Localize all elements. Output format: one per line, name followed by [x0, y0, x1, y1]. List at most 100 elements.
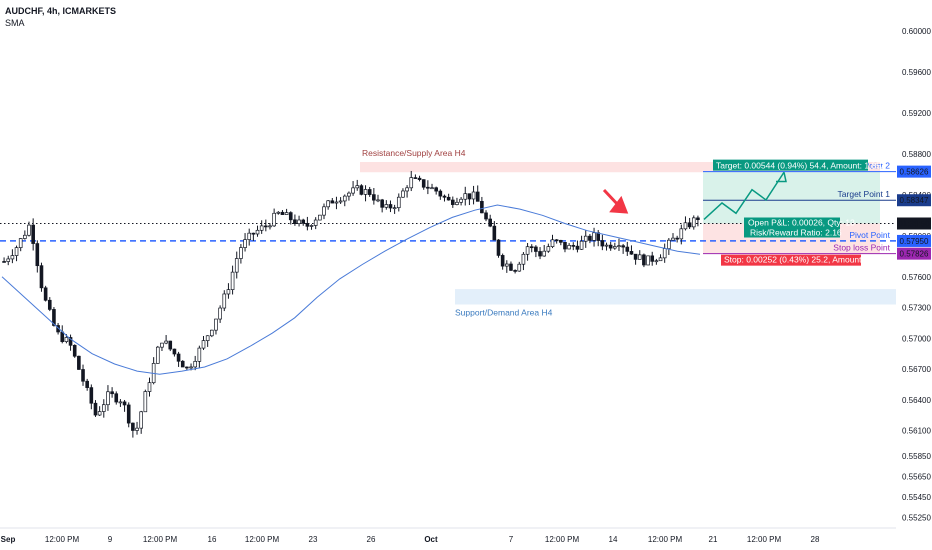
candle-body: [359, 185, 364, 195]
candle-body: [372, 194, 376, 201]
candle-body: [139, 411, 143, 429]
candle-body: [521, 253, 526, 265]
stop-info-text: Stop: 0.00252 (0.43%) 25.2, Amount: 950: [724, 255, 881, 265]
candle-body: [355, 185, 360, 189]
candle-body: [396, 196, 401, 209]
candle-body: [621, 245, 625, 248]
candle-body: [39, 265, 44, 289]
candle-body: [633, 253, 638, 260]
x-tick-label: 7: [509, 535, 514, 544]
candle-body: [143, 391, 148, 413]
sma-line: [1, 204, 701, 375]
candle-body: [376, 199, 380, 202]
candle-body: [534, 246, 538, 252]
y-tick-label: 0.55850: [902, 452, 931, 461]
candle-body: [276, 211, 281, 214]
x-tick-label: 16: [208, 535, 217, 544]
candle-body: [409, 177, 414, 189]
candle-body: [571, 245, 576, 247]
candle-body: [438, 190, 443, 197]
candle-body: [691, 217, 696, 228]
candle-body: [687, 222, 692, 228]
candle-body: [280, 211, 285, 215]
candle-body: [617, 245, 621, 248]
candle-body: [131, 422, 135, 431]
candle-body: [646, 255, 650, 266]
candle-body: [421, 179, 426, 188]
y-tick-label: 0.57000: [902, 334, 931, 343]
x-tick-label: 12:00 PM: [545, 535, 580, 544]
candle-body: [459, 198, 463, 203]
candle-body: [392, 207, 397, 210]
candle-body: [675, 237, 679, 240]
level-name-label: Stop loss Point: [833, 243, 890, 253]
candle-body: [118, 401, 123, 404]
candle-body: [492, 225, 497, 241]
candle-body: [122, 401, 127, 406]
y-tick-label: 0.55250: [902, 514, 931, 523]
x-tick-label: 12:00 PM: [45, 535, 80, 544]
x-tick-label: 14: [609, 535, 618, 544]
candle-body: [342, 195, 347, 202]
candle-body: [272, 212, 276, 227]
candle-body: [205, 335, 210, 341]
candle-body: [334, 201, 339, 204]
target-box: [703, 171, 880, 224]
candle-body: [313, 219, 318, 226]
x-tick-label: 23: [309, 535, 318, 544]
price-tag-label: 0.57826: [900, 250, 929, 259]
candle-body: [14, 247, 19, 256]
candle-body: [268, 225, 272, 228]
candle-body: [583, 235, 588, 242]
candle-body: [93, 402, 98, 416]
candle-body: [667, 239, 671, 249]
candle-body: [384, 204, 389, 208]
stop-info-box: [721, 254, 861, 266]
candle-body: [467, 193, 472, 200]
candle-body: [189, 366, 193, 369]
candle-body: [554, 239, 559, 242]
y-tick-label: 0.59200: [902, 109, 931, 118]
level-name-label: Pivot Point: [849, 230, 890, 240]
candle-body: [559, 239, 563, 243]
x-tick-label: 26: [367, 535, 376, 544]
candle-body: [463, 193, 468, 200]
open-info-text: Open P&L: 0.00026, Qty: 13: [748, 218, 855, 228]
projection-path: [703, 171, 785, 220]
candle-body: [106, 391, 110, 406]
candle-body: [164, 340, 168, 344]
candle-body: [347, 192, 351, 197]
candle-body: [442, 195, 447, 198]
x-tick-label: 12:00 PM: [143, 535, 178, 544]
candle-body: [322, 206, 326, 216]
candle-body: [401, 190, 405, 198]
candle-body: [193, 360, 198, 368]
candle-body: [513, 270, 517, 272]
candle-body: [484, 212, 488, 220]
candle-body: [180, 360, 185, 368]
candle-body: [168, 340, 173, 350]
candle-body: [18, 238, 23, 248]
price-tag: [897, 194, 931, 207]
candle-body: [475, 191, 480, 202]
candle-body: [417, 177, 422, 180]
candle-body: [504, 263, 509, 267]
x-tick-label: Oct: [424, 535, 438, 544]
candle-body: [413, 177, 418, 179]
candle-body: [64, 337, 69, 342]
candle-body: [679, 228, 684, 240]
candle-body: [185, 366, 189, 369]
candle-body: [126, 404, 131, 424]
y-tick-label: 0.58800: [902, 150, 931, 159]
candle-body: [596, 232, 601, 241]
candle-body: [68, 337, 73, 346]
candle-body: [330, 200, 335, 204]
candle-body: [405, 187, 409, 192]
candle-body: [604, 244, 609, 247]
resistance-zone: [360, 161, 880, 173]
y-tick-label: 0.55450: [902, 493, 931, 502]
candle-body: [239, 247, 243, 259]
candle-body: [309, 225, 314, 227]
candle-body: [234, 258, 239, 273]
